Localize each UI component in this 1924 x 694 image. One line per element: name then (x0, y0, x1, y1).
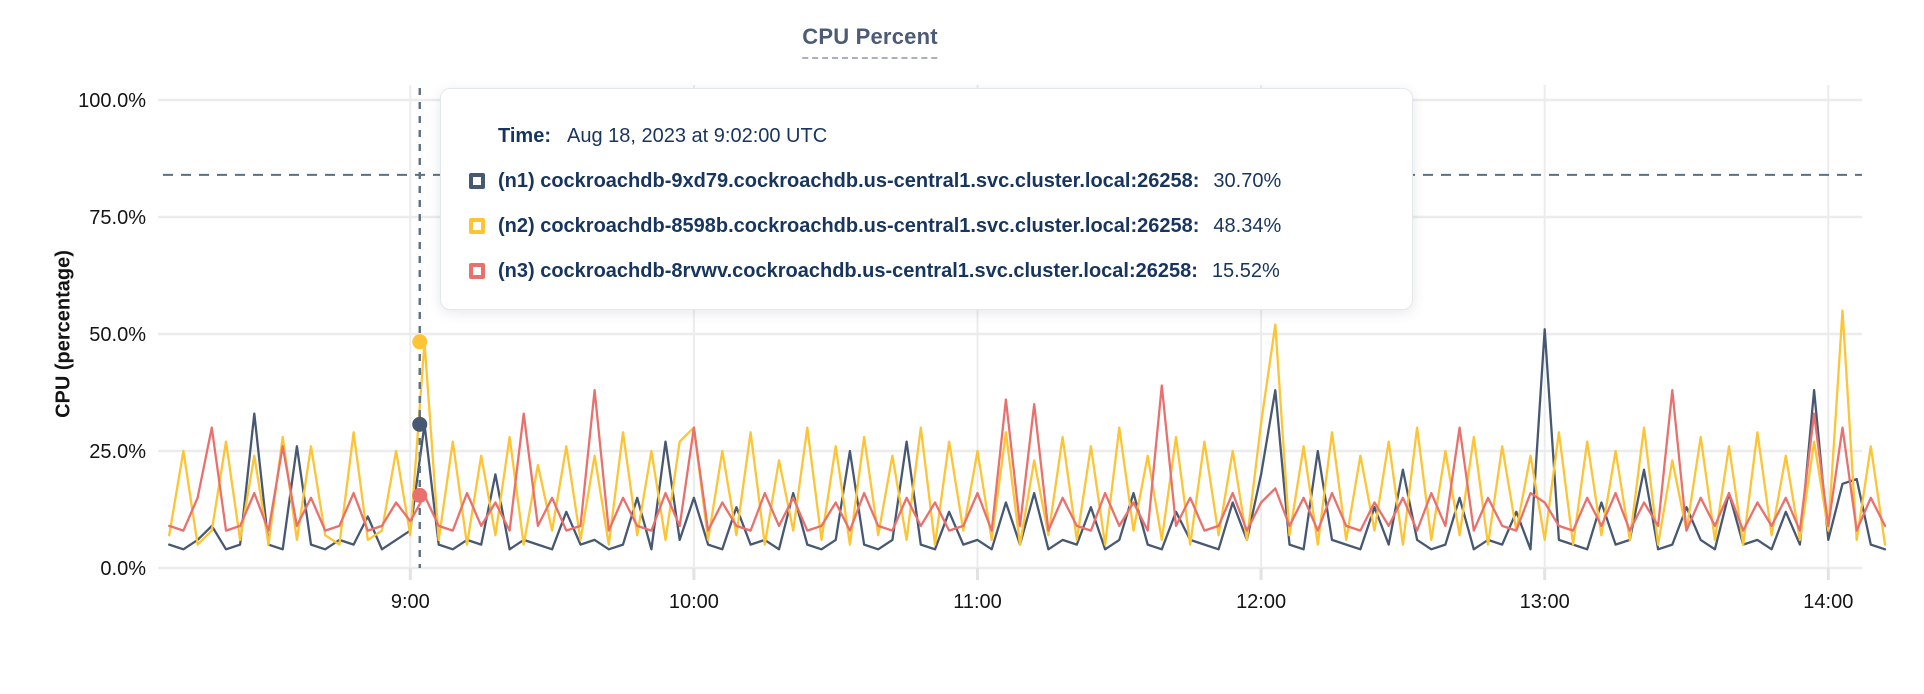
tooltip-series-label-n2: (n2) cockroachdb-8598b.cockroachdb.us-ce… (498, 214, 1200, 237)
tooltip-time-label: Time: (498, 125, 551, 147)
tooltip-series-label-n3: (n3) cockroachdb-8rvwv.cockroachdb.us-ce… (498, 259, 1198, 282)
series-line-n2 (168, 309, 1887, 546)
y-tick-label: 100.0% (78, 90, 146, 112)
x-tick-label: 13:00 (1520, 591, 1570, 613)
hover-tooltip: Time: Aug 18, 2023 at 9:02:00 UTC (n1) co… (440, 88, 1413, 310)
hover-dot-n1 (412, 416, 428, 432)
hover-dot-n2 (412, 334, 428, 350)
y-tick-label: 0.0% (100, 558, 146, 580)
x-tick-label: 9:00 (391, 591, 430, 613)
x-tick-label: 12:00 (1236, 591, 1286, 613)
series-swatch-n3-icon (469, 263, 485, 279)
tooltip-series-label-n1: (n1) cockroachdb-9xd79.cockroachdb.us-ce… (498, 169, 1200, 192)
x-tick-label: 10:00 (669, 591, 719, 613)
tooltip-time-value: Aug 18, 2023 at 9:02:00 UTC (566, 125, 828, 147)
tooltip-series-value-n1: 30.70% (1213, 169, 1282, 192)
hover-dot-n3 (412, 487, 428, 503)
series-swatch-n2-icon (469, 218, 485, 234)
tooltip-series-row-n1: (n1) cockroachdb-9xd79.cockroachdb.us-ce… (469, 168, 1412, 194)
tooltip-series-row-n2: (n2) cockroachdb-8598b.cockroachdb.us-ce… (469, 213, 1412, 239)
tooltip-series-row-n3: (n3) cockroachdb-8rvwv.cockroachdb.us-ce… (469, 258, 1412, 284)
x-tick-label: 11:00 (953, 591, 1002, 613)
y-tick-label: 50.0% (89, 324, 146, 346)
series-swatch-n1-icon (469, 173, 485, 189)
tooltip-series-value-n3: 15.52% (1211, 259, 1280, 282)
chart-title: CPU Percent (802, 24, 938, 59)
series-line-n3 (168, 384, 1887, 532)
y-tick-label: 75.0% (89, 207, 146, 229)
tooltip-series-value-n2: 48.34% (1213, 214, 1282, 237)
series-line-n1 (168, 328, 1887, 551)
tooltip-time-row: Time: Aug 18, 2023 at 9:02:00 UTC (498, 123, 1412, 149)
x-tick-label: 14:00 (1803, 591, 1853, 613)
y-tick-label: 25.0% (89, 441, 146, 463)
